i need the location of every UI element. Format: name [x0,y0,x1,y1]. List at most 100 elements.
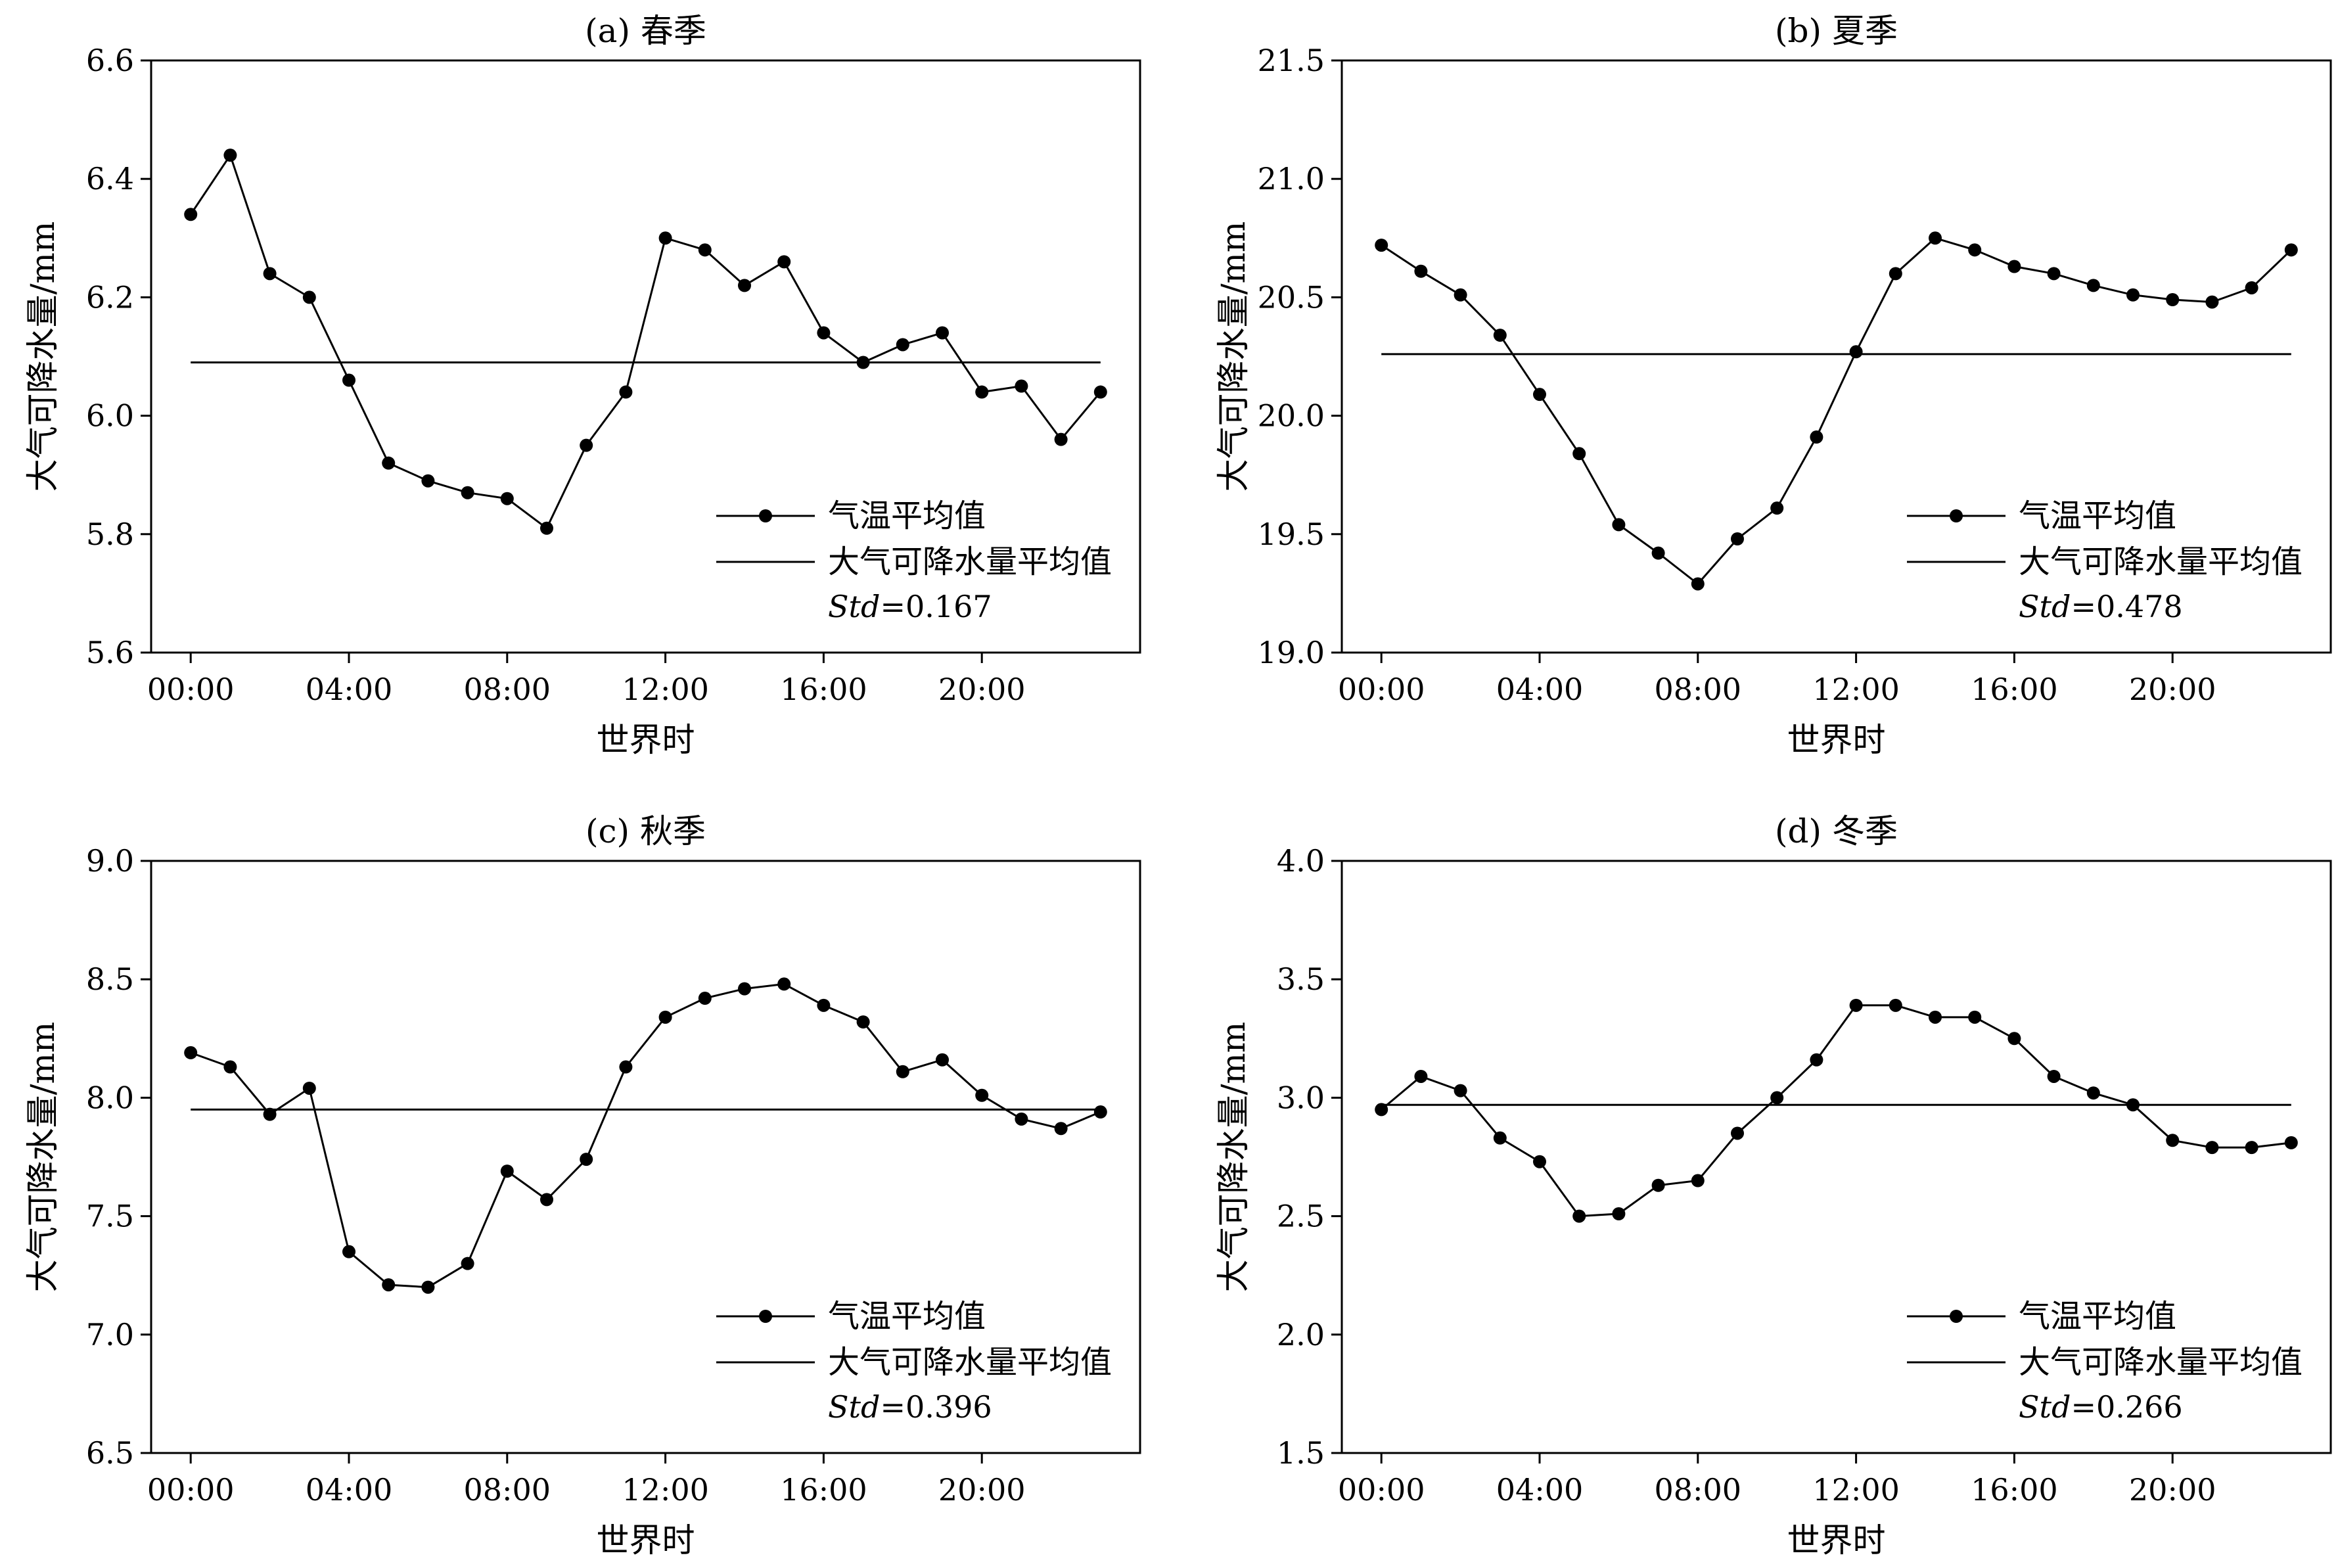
legend-mean-label: 大气可降水量平均值 [2019,1344,2303,1381]
y-tick-label: 6.2 [86,279,134,315]
x-axis-label: 世界时 [1787,721,1886,759]
data-point [817,998,831,1012]
series-line [1381,237,2292,586]
data-point [1454,1084,1467,1097]
data-point [2047,1069,2061,1083]
x-tick-label: 16:00 [1971,672,2058,707]
data-point [2047,267,2061,281]
legend-series-marker [759,1310,772,1323]
y-axis-label: 大气可降水量/mm [1214,221,1252,492]
data-point [580,1153,593,1166]
data-point [2007,1032,2021,1046]
data-point [2245,1141,2258,1155]
x-tick-label: 12:00 [622,1472,709,1508]
y-tick-label: 7.5 [86,1199,134,1234]
data-point [1612,518,1626,532]
legend-series-label: 气温平均值 [828,497,986,534]
panel-d: (d) 冬季 1.5 2.0 2.5 3.0 3.5 4.0 00:00 04:00 08:00 1… [1214,812,2332,1559]
data-point [1454,288,1467,302]
y-tick-label: 20.5 [1258,279,1325,315]
data-point [658,1010,672,1024]
data-point [1770,501,1784,515]
data-point [184,208,198,221]
data-point [1612,1207,1626,1220]
std-symbol: Std [2019,589,2071,624]
x-tick-label: 16:00 [1971,1472,2058,1508]
y-tick-label: 3.0 [1277,1080,1325,1115]
data-point [1093,385,1107,399]
data-point [2205,1141,2219,1155]
data-point [1731,1126,1744,1140]
data-point [1375,1103,1388,1117]
legend-series-marker [759,509,772,522]
x-tick-label: 16:00 [780,1472,867,1508]
data-point [1731,532,1744,546]
y-tick-label: 6.6 [86,43,134,78]
plot-frame [150,860,1141,1454]
std-annotation: Std=0.478 [2019,589,2183,624]
data-point [1929,1010,1942,1024]
series-line [189,152,1101,530]
y-tick-label: 5.6 [86,635,134,670]
data-point [1691,1174,1705,1188]
data-point [1572,447,1586,461]
legend-mean-label: 大气可降水量平均值 [828,1344,1112,1381]
x-tick-label: 04:00 [1496,672,1584,707]
y-tick-label: 4.0 [1277,843,1325,879]
std-symbol: Std [2019,1389,2071,1425]
data-point [1929,231,1942,245]
data-point [856,1015,870,1029]
legend-series-marker [1950,509,1963,522]
y-tick-label: 6.0 [86,398,134,434]
panel-a: (a) 春季 5.6 5.8 6.0 6.2 6.4 6.6 00:00 04:00 08:00 1… [24,12,1141,759]
data-point [1054,432,1068,446]
data-point [1493,1131,1507,1145]
data-point [1375,239,1388,252]
x-tick-label: 04:00 [1496,1472,1584,1508]
data-point [302,1081,316,1095]
data-point [1968,243,1982,257]
std-annotation: Std=0.266 [2019,1389,2183,1425]
y-axis-label: 大气可降水量/mm [1214,1022,1252,1293]
data-point [500,1164,514,1178]
data-point [1093,1105,1107,1119]
data-point [1414,1069,1428,1083]
data-point [580,438,593,452]
std-value: =0.266 [2071,1389,2182,1425]
data-point [1015,1112,1028,1126]
y-tick-label: 21.0 [1258,161,1325,196]
x-tick-label: 08:00 [464,672,551,707]
data-point [1968,1010,1982,1024]
series-line [1381,1004,2291,1218]
data-point [1414,264,1428,278]
y-tick-label: 19.5 [1258,517,1325,552]
data-point [738,279,751,292]
data-point [342,1245,355,1258]
y-tick-label: 19.0 [1258,635,1325,670]
y-axis-label: 大气可降水量/mm [24,221,62,492]
x-tick-label: 20:00 [938,1472,1026,1508]
std-annotation: Std=0.396 [828,1389,992,1425]
x-tick-label: 00:00 [1338,1472,1425,1508]
x-tick-label: 20:00 [2129,672,2216,707]
y-tick-label: 8.0 [86,1080,134,1115]
data-point [1054,1122,1068,1136]
legend-series-label: 气温平均值 [2019,1298,2176,1335]
x-axis-label: 世界时 [597,1521,695,1559]
data-point [817,326,831,340]
data-point [777,977,791,991]
x-axis-label: 世界时 [597,721,695,759]
y-tick-label: 9.0 [86,843,134,879]
data-point [1651,546,1665,560]
data-point [461,1257,474,1270]
data-point [1533,1155,1546,1168]
data-point [2284,1136,2298,1149]
plot-frame [1341,59,2332,654]
data-point [936,1053,949,1067]
std-symbol: Std [828,1389,880,1425]
data-point [382,1278,396,1292]
data-point [936,326,949,340]
data-point [263,1107,277,1121]
data-point [263,267,277,281]
data-point [421,474,435,488]
